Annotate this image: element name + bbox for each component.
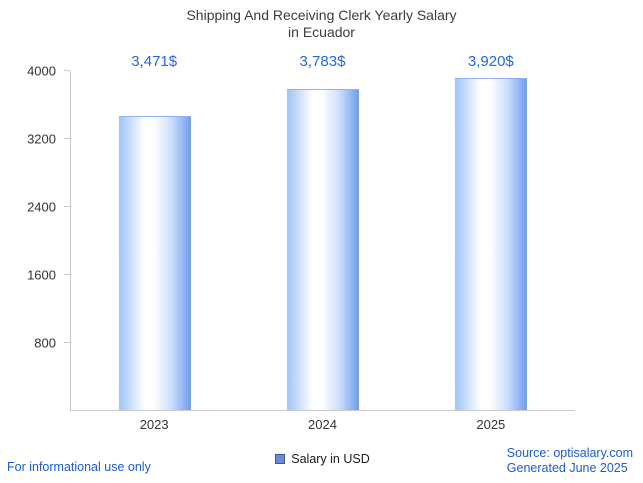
generated-date: Generated June 2025	[506, 461, 628, 475]
x-labels-row: 2023 2024 2025	[70, 417, 575, 432]
legend-marker-icon	[275, 454, 286, 464]
bar-2024	[287, 89, 359, 410]
y-tick-label: 800	[34, 335, 56, 351]
bar-2023	[119, 115, 191, 410]
x-tick-label: 2023	[139, 417, 169, 432]
bar-column	[407, 71, 575, 410]
legend-label: Salary in USD	[291, 452, 370, 466]
y-tick-label: 1600	[27, 267, 56, 283]
value-label: 3,920$	[467, 53, 514, 70]
y-tick-label: 2400	[27, 199, 56, 215]
y-tick-mark	[64, 206, 70, 207]
bar-column	[71, 71, 239, 410]
source-link[interactable]: Source: optisalary.com	[506, 446, 633, 460]
bar-column	[239, 71, 407, 410]
y-tick-label: 4000	[27, 63, 56, 79]
value-label: 3,783$	[299, 53, 346, 70]
chart-title-line2: in Ecuador	[288, 24, 355, 40]
source-block: Source: optisalary.com Generated June 20…	[507, 446, 633, 476]
legend: Salary in USD	[70, 452, 575, 466]
chart-title-line1: Shipping And Receiving Clerk Yearly Sala…	[186, 7, 457, 23]
value-label: 3,471$	[131, 53, 178, 70]
y-tick-mark	[64, 138, 70, 139]
x-tick-label: 2025	[476, 417, 506, 432]
y-tick-mark	[64, 70, 70, 71]
y-tick-mark	[64, 342, 70, 343]
bar-2025	[455, 77, 527, 410]
y-tick-mark	[64, 274, 70, 275]
value-labels-row: 3,471$ 3,783$ 3,920$	[70, 53, 575, 70]
x-tick-label: 2024	[308, 417, 337, 432]
plot-area	[70, 71, 575, 411]
y-axis: 800 1600 2400 3200 4000	[0, 64, 70, 411]
y-tick-label: 3200	[27, 131, 56, 147]
disclaimer-text: For informational use only	[7, 460, 151, 474]
chart-title: Shipping And Receiving Clerk Yearly Sala…	[0, 7, 643, 41]
